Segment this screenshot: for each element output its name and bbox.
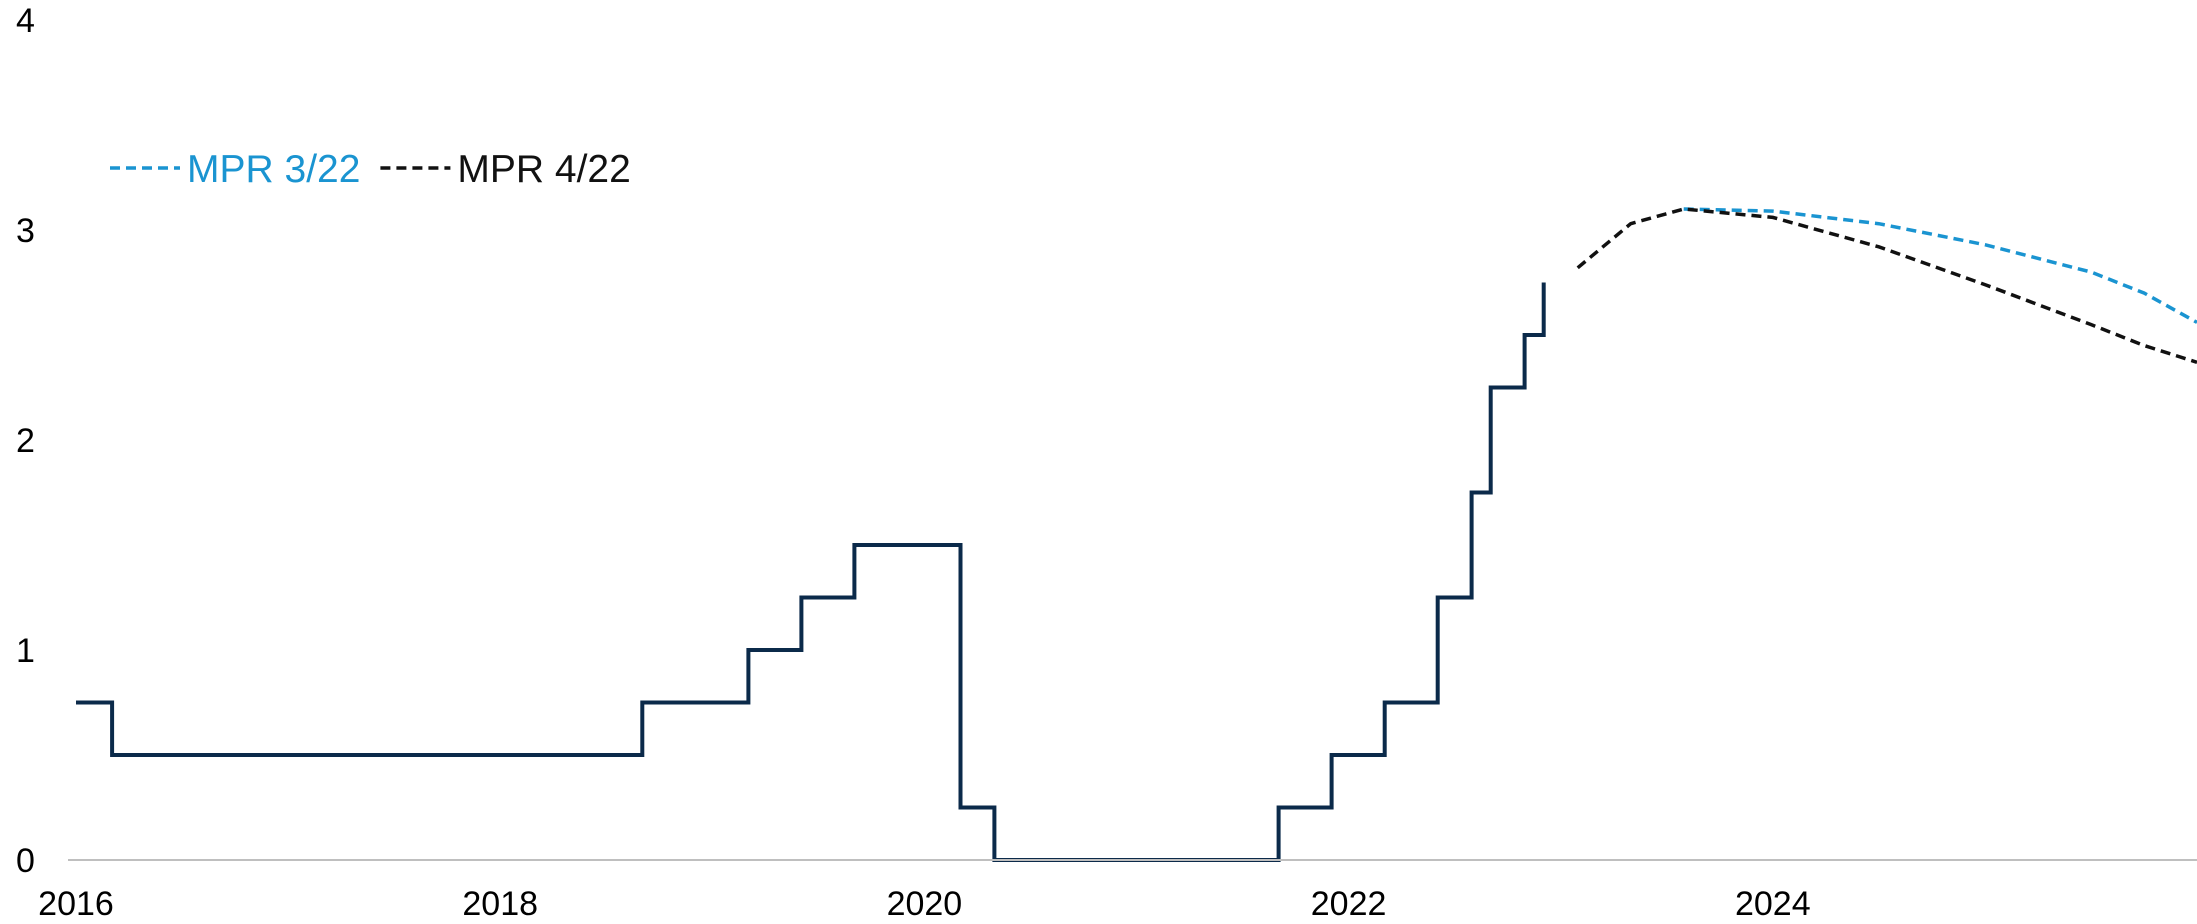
x-tick-label: 2024 bbox=[1735, 885, 1811, 923]
legend-item: MPR 3/22 bbox=[110, 148, 360, 191]
legend-item: MPR 4/22 bbox=[380, 148, 631, 191]
x-tick-label: 2018 bbox=[462, 885, 538, 923]
y-tick-label: 0 bbox=[16, 842, 35, 880]
y-axis-ticks: 0 1 2 3 4 bbox=[16, 2, 35, 880]
y-tick-label: 2 bbox=[16, 422, 35, 460]
series-layer bbox=[76, 207, 2197, 862]
legend-label: MPR 4/22 bbox=[457, 148, 630, 191]
x-axis-ticks: 2016 2018 2020 2022 2024 bbox=[38, 885, 1810, 923]
series-line-mpr-4-22 bbox=[1576, 207, 2197, 364]
y-tick-label: 1 bbox=[16, 632, 35, 670]
x-tick-label: 2016 bbox=[38, 885, 114, 923]
policy-rate-step-line bbox=[76, 282, 1546, 862]
legend-label: MPR 3/22 bbox=[187, 148, 360, 191]
x-tick-label: 2020 bbox=[887, 885, 963, 923]
x-tick-label: 2022 bbox=[1311, 885, 1387, 923]
y-tick-label: 3 bbox=[16, 212, 35, 250]
y-tick-label: 4 bbox=[16, 2, 35, 40]
series-line-mpr-3-22 bbox=[1683, 207, 2197, 324]
legend: MPR 3/22 MPR 4/22 bbox=[110, 148, 631, 191]
